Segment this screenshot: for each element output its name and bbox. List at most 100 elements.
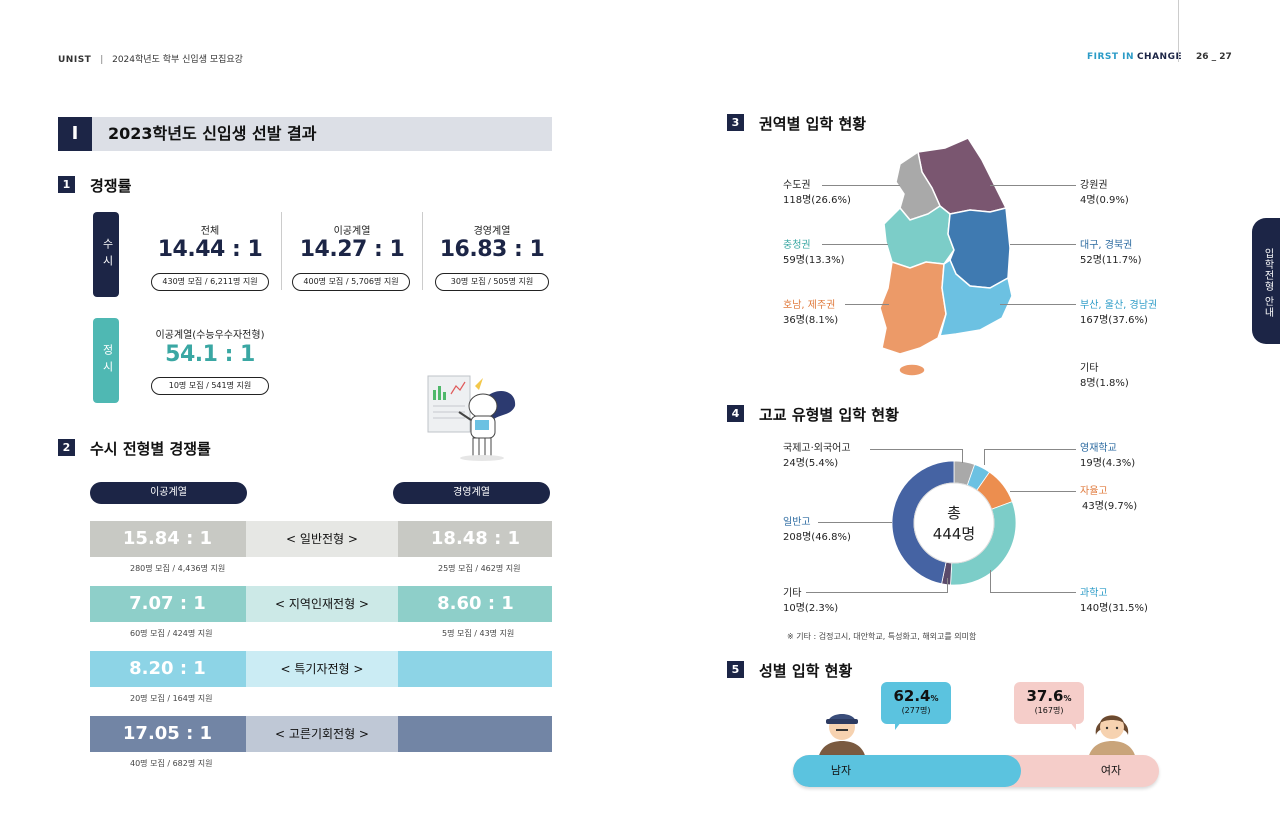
female-percent-unit: % (1063, 694, 1072, 703)
row-right-detail: 5명 모집 / 43명 지원 (442, 629, 515, 638)
slice-value: 43명(9.7%) (1082, 501, 1138, 512)
donut-center-label: 총 444명 (918, 502, 990, 544)
male-avatar-icon (818, 714, 866, 760)
left-column-head: 이공계열 (90, 482, 247, 504)
region-value: 59명(13.3%) (783, 255, 845, 266)
row-label: < 특기자전형 > (280, 662, 364, 676)
row-left-ratio: 8.20 : 1 (129, 658, 206, 679)
donut-label-other: 기타 10명(2.3%) (783, 586, 838, 616)
leader-line (818, 522, 892, 523)
slice-name: 기타 (783, 588, 802, 599)
jeongsi-ratio: 54.1 : 1 (165, 342, 255, 367)
slogan-first: FIRST IN (1087, 52, 1135, 62)
region-value: 36명(8.1%) (783, 315, 839, 326)
mascot-illustration (427, 375, 516, 461)
slice-value: 19명(4.3%) (1080, 458, 1136, 469)
male-ratio-fill (793, 755, 1022, 787)
susi-col-ratio: 16.83 : 1 (439, 237, 545, 262)
leader-line (984, 449, 1076, 450)
slice-value: 10명(2.3%) (783, 603, 839, 614)
region-name: 호남, 제주권 (783, 300, 836, 311)
male-label: 남자 (830, 764, 852, 777)
row-left-detail: 40명 모집 / 682명 지원 (130, 759, 213, 768)
region-name: 수도권 (783, 180, 811, 191)
chapter-banner: I 2023학년도 신입생 선발 결과 (58, 117, 552, 151)
slice-name: 과학고 (1080, 588, 1108, 599)
male-percent-unit: % (930, 694, 939, 703)
susi-col-name: 전체 (200, 226, 220, 237)
leader-line (1010, 491, 1076, 492)
region-label-daegu: 대구, 경북권 52명(11.7%) (1080, 238, 1142, 268)
female-label: 여자 (1100, 764, 1122, 777)
region-name: 충청권 (783, 240, 811, 251)
region-name: 대구, 경북권 (1080, 240, 1133, 251)
jeongsi-label-box: 정시 (93, 318, 119, 403)
region-name: 부산, 울산, 경남권 (1080, 300, 1158, 311)
jeongsi-detail: 10명 모집 / 541명 지원 (151, 377, 269, 395)
region-label-capital: 수도권 118명(26.6%) (783, 178, 851, 208)
female-count: (167명) (1034, 706, 1064, 715)
school-type-donut-chart (891, 460, 1017, 586)
female-avatar-icon (1088, 715, 1136, 760)
region-honam-shape (879, 261, 947, 355)
susi-col-name: 이공계열 (333, 226, 371, 237)
bubble-tail (1070, 722, 1076, 730)
row-left-detail: 60명 모집 / 424명 지원 (130, 629, 213, 638)
slogan-change: CHANGE (1136, 52, 1183, 62)
leader-line (990, 592, 1076, 593)
leader-line (822, 185, 900, 186)
region-label-honam: 호남, 제주권 36명(8.1%) (783, 298, 838, 328)
susi-col-detail: 430명 모집 / 6,211명 지원 (151, 273, 269, 291)
jeongsi-label: 정시 (101, 344, 114, 378)
susi-col-detail: 400명 모집 / 5,706명 지원 (292, 273, 410, 291)
male-stat-bubble: 62.4% (277명) (881, 682, 951, 724)
leader-line (962, 449, 963, 463)
susi-col-name: 경영계열 (473, 226, 511, 237)
table-row (90, 716, 552, 752)
section5-title: 성별 입학 현황 (759, 662, 853, 680)
header-divider (1178, 0, 1179, 62)
susi-col-detail: 30명 모집 / 505명 지원 (435, 273, 549, 291)
chapter-title: 2023학년도 신입생 선발 결과 (108, 124, 317, 143)
row-left-detail: 280명 모집 / 4,436명 지원 (130, 564, 226, 573)
region-value: 167명(37.6%) (1080, 315, 1148, 326)
region-name: 기타 (1080, 363, 1099, 374)
row-right-detail: 25명 모집 / 462명 지원 (438, 564, 521, 573)
leader-line (947, 578, 948, 593)
male-count: (277명) (901, 706, 931, 715)
region-busan-shape (938, 258, 1013, 337)
susi-label-box: 수시 (93, 212, 119, 297)
leader-line (1000, 304, 1076, 305)
jeongsi-name: 이공계열(수능우수자전형) (155, 330, 265, 341)
female-stat-bubble: 37.6% (167명) (1014, 682, 1084, 724)
slice-value: 140명(31.5%) (1080, 603, 1148, 614)
brand-logo: UNIST (58, 55, 92, 65)
male-percent-value: 62.4 (893, 687, 931, 705)
side-tab-label: 입학전형 안내 (1262, 248, 1273, 319)
row-left-ratio: 15.84 : 1 (122, 528, 213, 549)
slice-name: 일반고 (783, 517, 811, 528)
slice-name: 영재학교 (1080, 443, 1117, 454)
section3-number: 3 (727, 114, 744, 131)
donut-footnote: ※ 기타 : 검정고시, 대안학교, 특성화고, 해외고를 의미함 (787, 632, 977, 641)
chapter-number: I (58, 117, 92, 151)
section2-title: 수시 전형별 경쟁률 (90, 440, 211, 458)
row-right-ratio: 18.48 : 1 (430, 528, 521, 549)
section5-number: 5 (727, 661, 744, 678)
donut-label-autonomous: 자율고 43명(9.7%) (1080, 484, 1137, 514)
slice-value: 24명(5.4%) (783, 458, 839, 469)
leader-line (806, 592, 948, 593)
donut-label-intl: 국제고·외국어고 24명(5.4%) (783, 441, 851, 471)
row-left-detail: 20명 모집 / 164명 지원 (130, 694, 213, 703)
side-tab[interactable]: 입학전형 안내 (1252, 218, 1280, 344)
row-right-ratio: 8.60 : 1 (437, 593, 514, 614)
row-label: < 고른기회전형 > (275, 727, 369, 741)
leader-line (1010, 244, 1076, 245)
leader-line (990, 570, 991, 592)
region-label-other: 기타 8명(1.8%) (1080, 361, 1129, 391)
susi-label: 수시 (101, 238, 114, 272)
leader-line (984, 449, 985, 465)
slice-name: 자율고 (1080, 486, 1108, 497)
female-percent-value: 37.6 (1026, 687, 1064, 705)
section4-number: 4 (727, 405, 744, 422)
